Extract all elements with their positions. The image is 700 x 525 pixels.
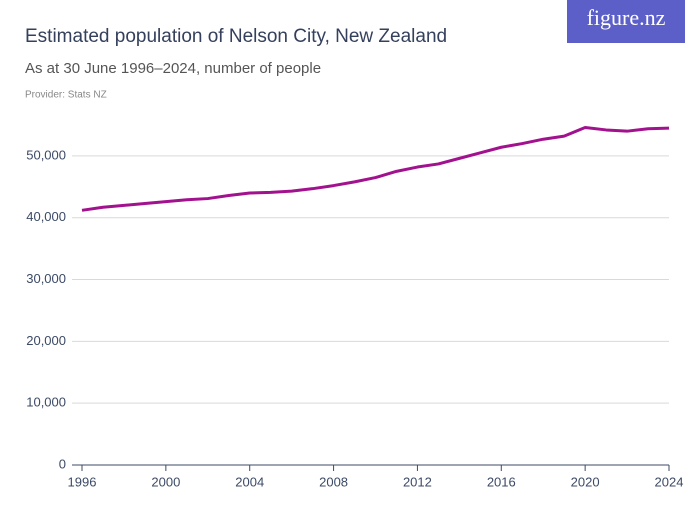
chart-subtitle: As at 30 June 1996–2024, number of peopl… bbox=[25, 60, 321, 77]
y-tick-label: 30,000 bbox=[26, 271, 66, 286]
y-tick-label: 10,000 bbox=[26, 395, 66, 410]
line-series bbox=[81, 125, 670, 212]
x-tick-label: 2024 bbox=[655, 474, 684, 489]
brand-box bbox=[567, 0, 685, 43]
chart-source: Provider: Stats NZ bbox=[25, 90, 107, 101]
chart-title: Estimated population of Nelson City, New… bbox=[25, 26, 447, 47]
x-tick-label: 2016 bbox=[487, 474, 516, 489]
y-tick-label: 40,000 bbox=[26, 209, 66, 224]
y-tick-label: 0 bbox=[59, 456, 66, 471]
x-tick-label: 2012 bbox=[403, 474, 432, 489]
brand-logo: figure.nz bbox=[587, 5, 666, 30]
x-tick-label: 1996 bbox=[68, 474, 97, 489]
x-tick-label: 2000 bbox=[151, 474, 180, 489]
x-tick-label: 2020 bbox=[571, 474, 600, 489]
y-tick-label: 20,000 bbox=[26, 333, 66, 348]
y-tick-label: 50,000 bbox=[26, 147, 66, 162]
x-tick-label: 2004 bbox=[235, 474, 264, 489]
x-tick-label: 2008 bbox=[319, 474, 348, 489]
